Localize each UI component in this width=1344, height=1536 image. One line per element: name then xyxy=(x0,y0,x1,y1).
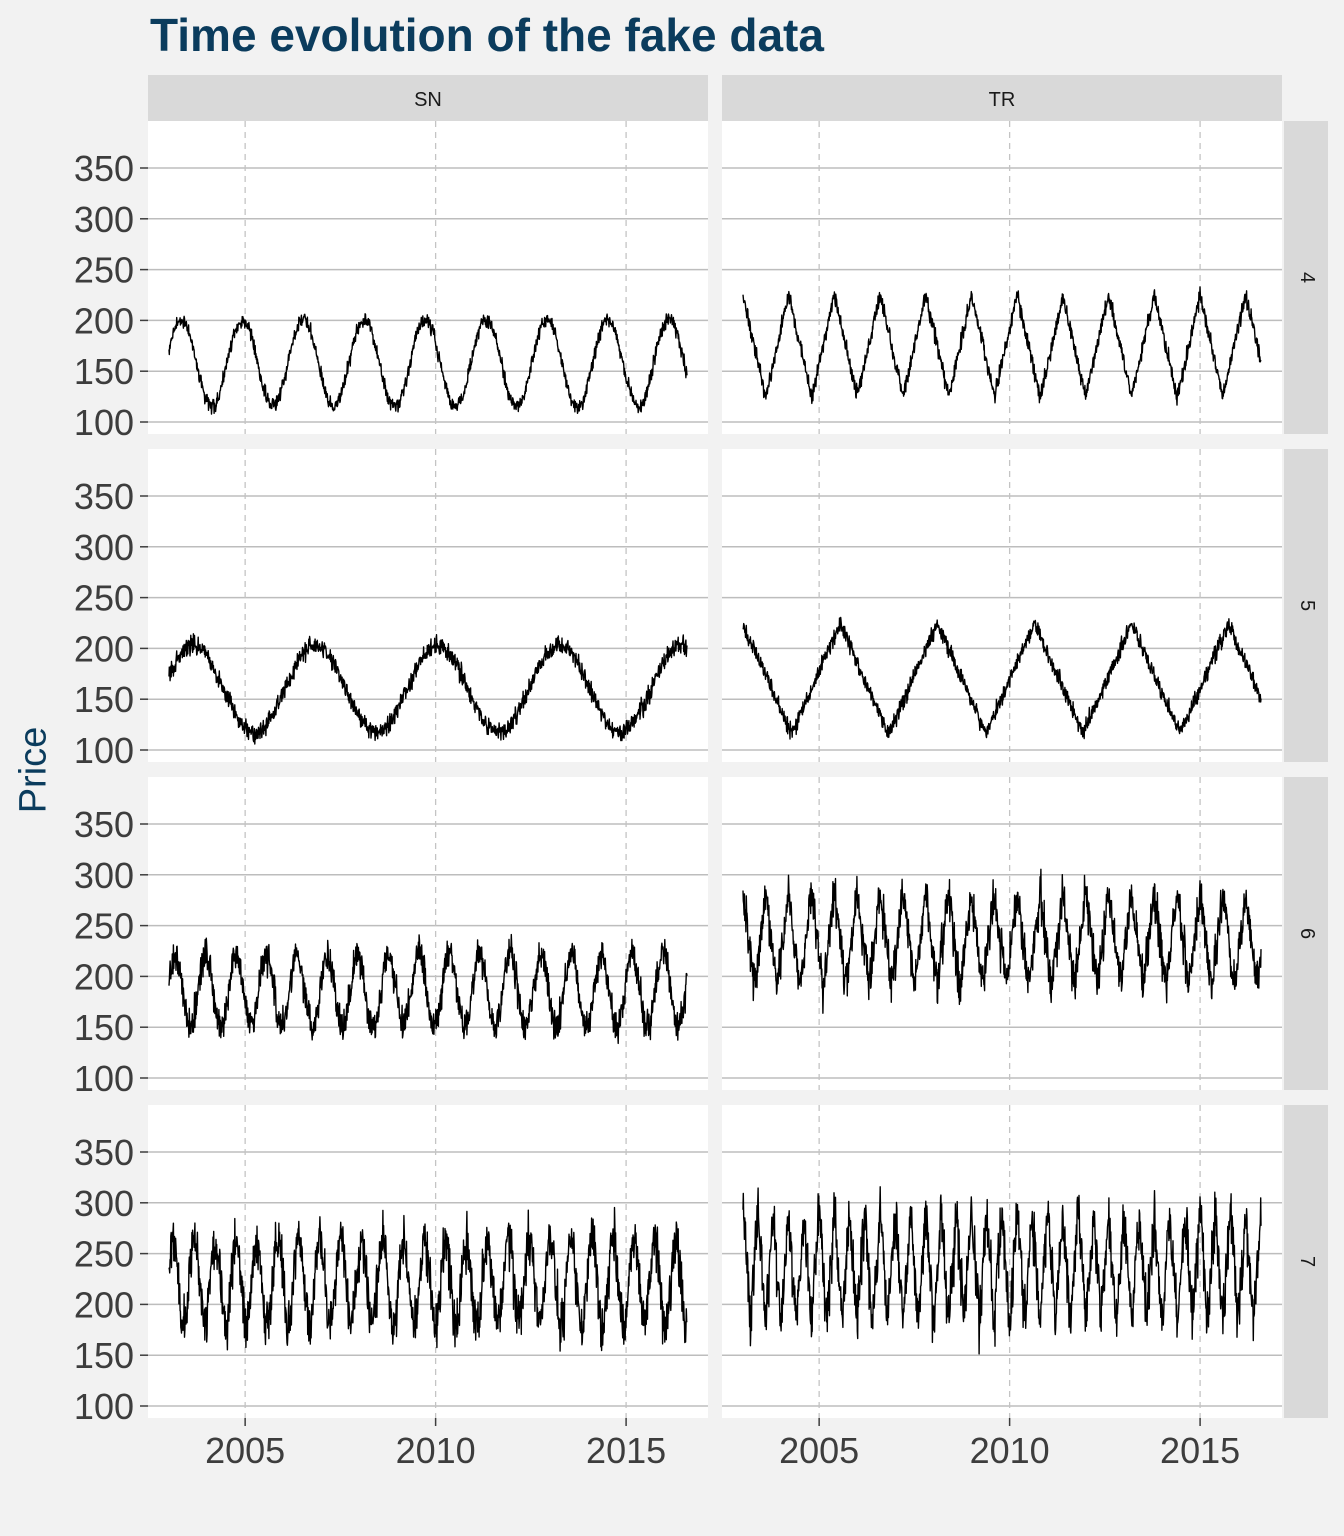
panel-background xyxy=(148,449,708,762)
facet-label-row-6: 6 xyxy=(1296,928,1318,939)
y-tick-label: 350 xyxy=(74,476,134,517)
panel-sn-5 xyxy=(148,449,708,762)
facet-label-row-4: 4 xyxy=(1296,272,1318,283)
y-tick-label: 100 xyxy=(74,1386,134,1427)
x-tick-label: 2005 xyxy=(779,1430,859,1471)
facet-strip-row-5 xyxy=(1284,449,1328,762)
y-tick-label: 250 xyxy=(74,906,134,947)
facet-strip-tr xyxy=(722,75,1282,121)
panel-background xyxy=(148,777,708,1090)
x-tick-label: 2015 xyxy=(586,1430,666,1471)
x-tick-label: 2010 xyxy=(396,1430,476,1471)
y-tick-label: 200 xyxy=(74,956,134,997)
chart-title: Time evolution of the fake data xyxy=(150,9,824,61)
panel-sn-4 xyxy=(148,121,708,434)
y-tick-label: 350 xyxy=(74,804,134,845)
y-tick-label: 350 xyxy=(74,148,134,189)
panel-background xyxy=(722,449,1282,762)
facet-strip-row-6 xyxy=(1284,777,1328,1090)
y-tick-label: 100 xyxy=(74,402,134,443)
series-line-tr-4 xyxy=(742,286,1262,406)
panel-background xyxy=(148,121,708,434)
y-tick-label: 300 xyxy=(74,199,134,240)
series-line-tr-5 xyxy=(742,616,1262,740)
panel-sn-6 xyxy=(148,777,708,1090)
facet-label-row-7: 7 xyxy=(1296,1256,1318,1267)
panel-tr-5 xyxy=(722,449,1282,762)
y-tick-label: 100 xyxy=(74,730,134,771)
y-tick-label: 200 xyxy=(74,1284,134,1325)
y-tick-label: 350 xyxy=(74,1132,134,1173)
facet-strip-sn xyxy=(148,75,708,121)
x-tick-label: 2005 xyxy=(205,1430,285,1471)
series-line-tr-7 xyxy=(742,1186,1262,1355)
facet-strip-row-4 xyxy=(1284,121,1328,434)
y-tick-label: 200 xyxy=(74,300,134,341)
y-tick-label: 300 xyxy=(74,527,134,568)
y-tick-label: 150 xyxy=(74,1007,134,1048)
y-tick-label: 250 xyxy=(74,1234,134,1275)
series-line-tr-6 xyxy=(742,868,1262,1014)
series-line-sn-4 xyxy=(168,313,688,415)
panel-tr-4 xyxy=(722,121,1282,434)
facet-label-sn: SN xyxy=(414,89,442,111)
y-tick-label: 150 xyxy=(74,1335,134,1376)
x-tick-label: 2010 xyxy=(970,1430,1050,1471)
y-tick-label: 150 xyxy=(74,679,134,720)
facet-label-tr: TR xyxy=(989,89,1016,111)
y-tick-label: 300 xyxy=(74,1183,134,1224)
y-tick-label: 200 xyxy=(74,628,134,669)
facet-label-row-5: 5 xyxy=(1296,600,1318,611)
y-tick-label: 250 xyxy=(74,578,134,619)
facet-strip-row-7 xyxy=(1284,1105,1328,1418)
y-tick-label: 100 xyxy=(74,1058,134,1099)
series-line-sn-7 xyxy=(168,1206,688,1352)
y-tick-label: 150 xyxy=(74,351,134,392)
series-line-sn-6 xyxy=(168,933,688,1045)
y-tick-label: 300 xyxy=(74,855,134,896)
y-tick-label: 250 xyxy=(74,250,134,291)
series-line-sn-5 xyxy=(168,633,688,745)
x-tick-label: 2015 xyxy=(1160,1430,1240,1471)
